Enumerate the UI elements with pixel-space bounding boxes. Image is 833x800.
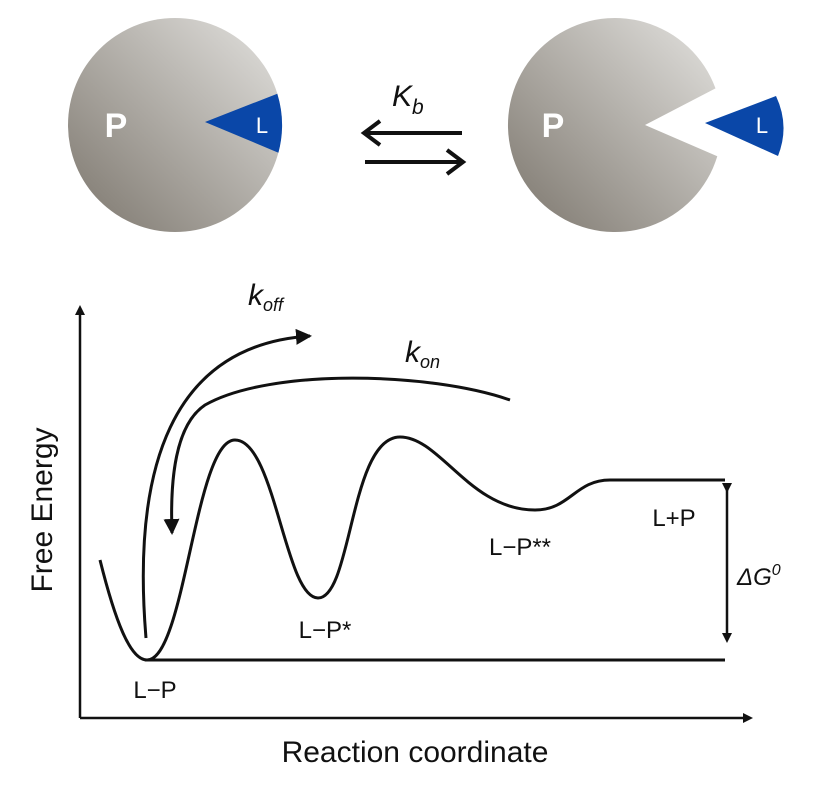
k-on-label: kon (405, 336, 440, 372)
subscript: b (412, 96, 424, 119)
superscript: 0 (772, 562, 781, 579)
state-label: L−P** (489, 534, 551, 561)
symbol: ΔG (736, 564, 772, 591)
state-label: L−P (133, 677, 176, 704)
energy-curve (98, 435, 725, 662)
delta-g-label: ΔG0 (736, 562, 781, 591)
k-off-arrow (141, 328, 312, 639)
equilibrium-label: Kb (392, 80, 424, 119)
k-on-arrow (163, 376, 511, 535)
ligand-label: L (756, 113, 768, 138)
reverse-arrow-head (360, 119, 382, 147)
subscript: off (263, 295, 285, 315)
symbol: k (248, 279, 265, 312)
ligand-label: L (256, 113, 268, 138)
forward-arrow-head (445, 148, 467, 176)
state-label: L−P* (299, 617, 352, 644)
y-axis-label: Free Energy (26, 427, 59, 592)
protein-free (507, 18, 718, 233)
ligand-bound (205, 93, 283, 153)
k-off-label: koff (248, 279, 285, 315)
symbol: K (392, 80, 414, 113)
protein-bound (68, 18, 282, 232)
protein-label: P (105, 107, 128, 145)
x-axis-label: Reaction coordinate (282, 736, 549, 769)
state-label: L+P (652, 505, 695, 532)
subscript: on (420, 352, 440, 372)
symbol: k (405, 336, 422, 369)
protein-label: P (542, 107, 565, 145)
ligand-free (705, 96, 784, 156)
